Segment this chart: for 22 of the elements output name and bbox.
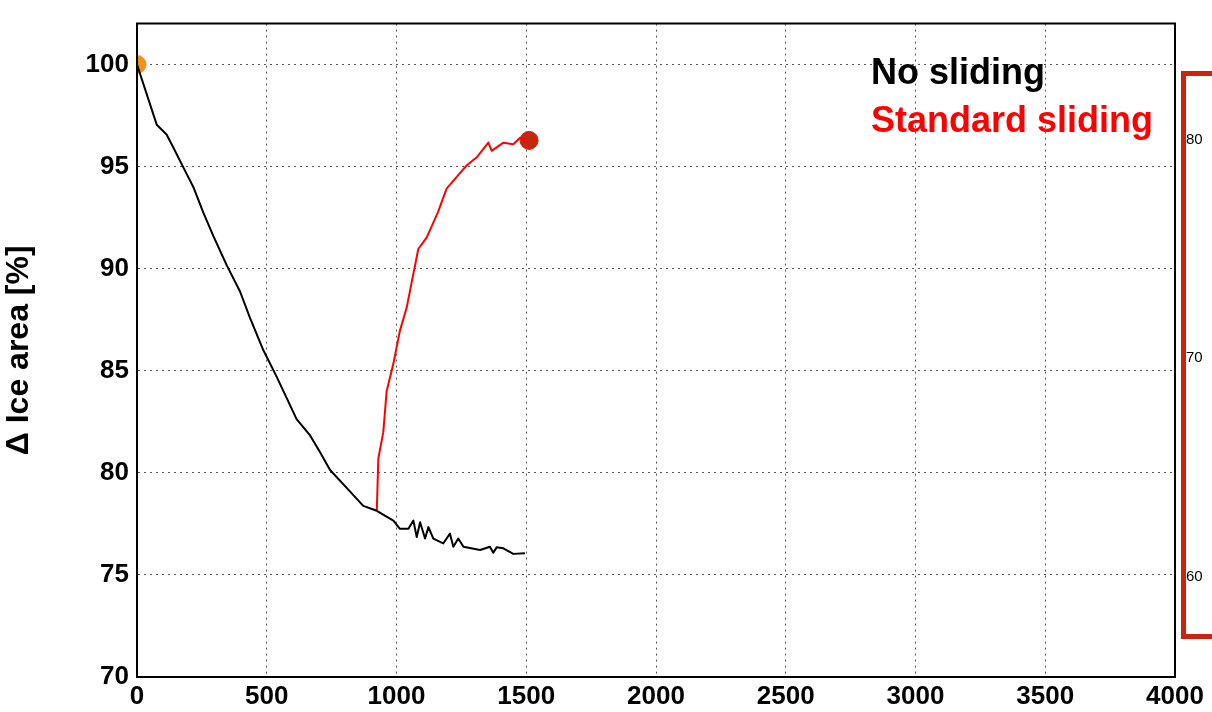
y-tick-label: 95 (100, 149, 129, 180)
x-tick-label: 4000 (1146, 679, 1204, 710)
y-tick-label: 70 (100, 660, 129, 691)
x-tick-label: 3500 (1016, 679, 1075, 710)
x-tick-label: 2500 (756, 679, 815, 710)
y-tick-label: 75 (100, 558, 129, 589)
x-tick-label: 0 (129, 679, 145, 710)
x-tick-label: 500 (245, 679, 289, 710)
x-tick-label: 2000 (627, 679, 685, 710)
text: No sliding (870, 50, 1045, 92)
y2-tick-label: 70 (1186, 348, 1203, 366)
y-axis-title: Δ Ice area [%] (0, 245, 36, 456)
y-tick-label: 85 (100, 353, 129, 384)
x-tick-label: 1500 (497, 679, 556, 710)
x-tick-label: 3000 (886, 679, 945, 710)
y2-tick-label: 80 (1186, 129, 1203, 147)
x-tick-label: 1000 (367, 679, 426, 710)
y2-tick-label: 60 (1186, 566, 1203, 584)
text: Standard sliding (870, 98, 1154, 140)
y-tick-label: 80 (100, 455, 129, 486)
y-tick-label: 90 (100, 251, 129, 282)
y-tick-label: 100 (85, 47, 129, 78)
